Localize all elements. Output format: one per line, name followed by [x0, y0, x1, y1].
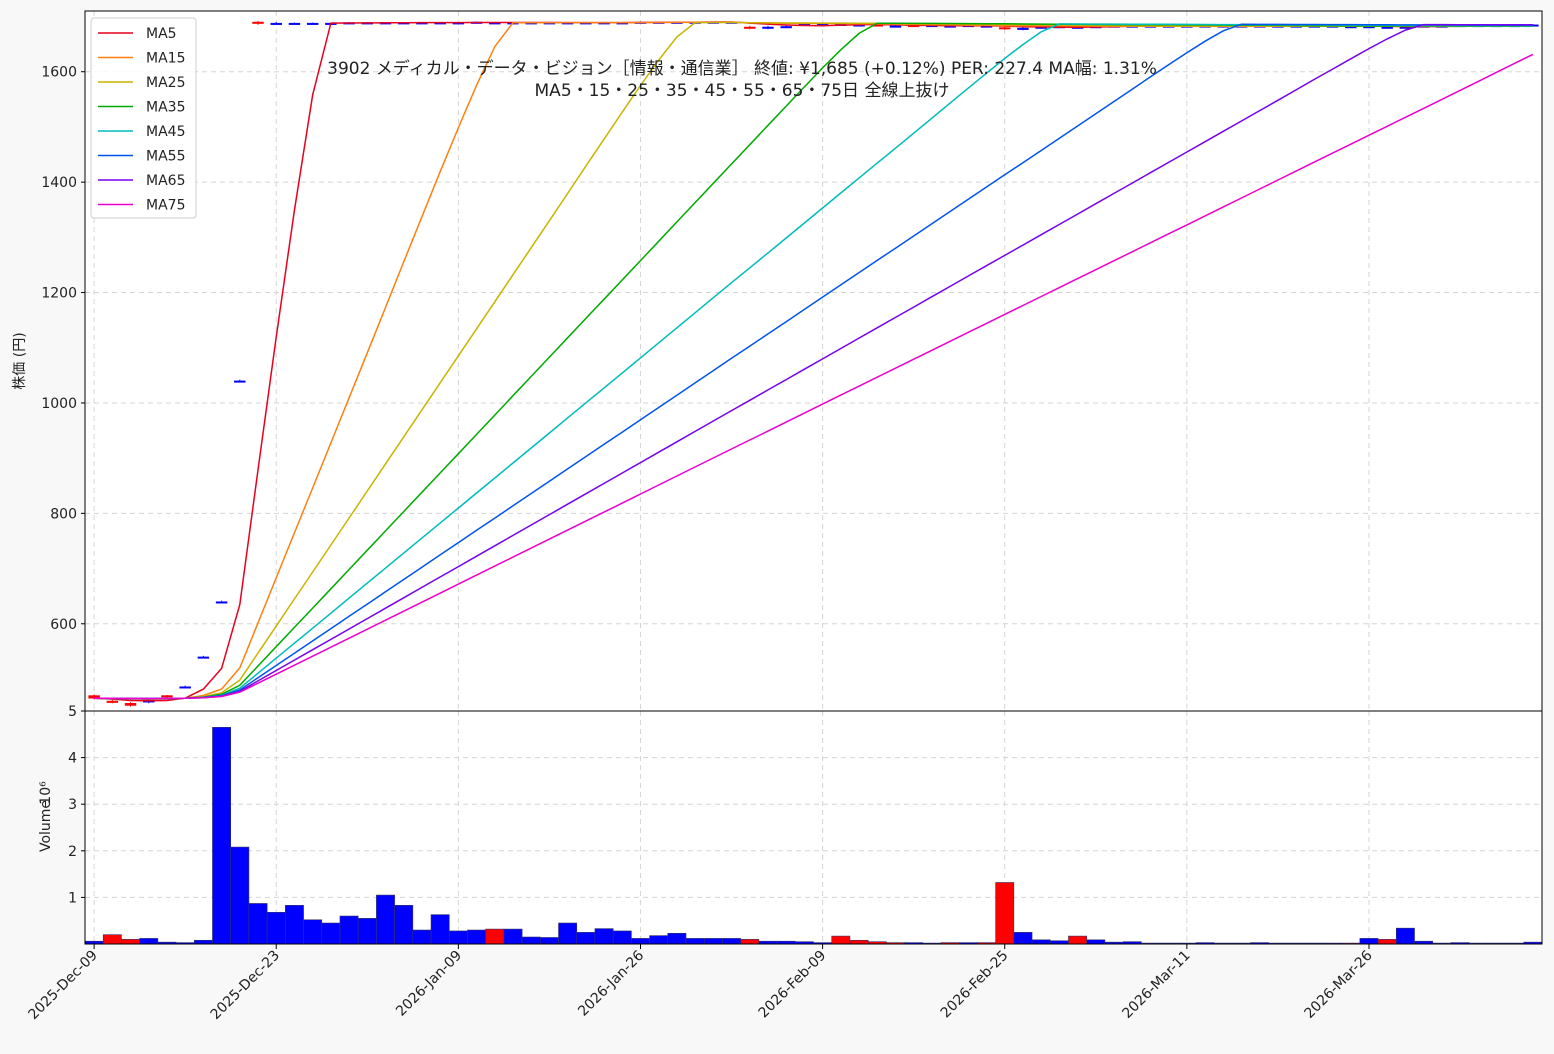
volume-tick-label: 4 — [68, 751, 77, 767]
volume-bar — [1068, 935, 1087, 945]
candle-body — [197, 656, 210, 659]
volume-tick-label: 2 — [68, 844, 77, 860]
chart-legend: MA5 MA15 MA25 MA35 MA45 MA55 MA65 MA75 — [90, 17, 197, 219]
volume-bar — [230, 846, 250, 945]
candle-body — [1017, 27, 1029, 30]
volume-bar — [1013, 932, 1033, 945]
candle-body — [780, 26, 792, 29]
candle-body — [762, 26, 774, 29]
volume-bar — [102, 934, 122, 945]
volume-bar — [212, 727, 232, 945]
volume-tick-label: 5 — [68, 704, 77, 720]
volume-bar — [1377, 939, 1397, 945]
volume-panel-frame — [84, 710, 1543, 945]
volume-bar — [303, 919, 323, 945]
price-tick-label: 1000 — [41, 396, 77, 412]
ma75-line — [94, 53, 1534, 700]
price-tick-label: 1200 — [41, 286, 77, 302]
volume-bar — [485, 928, 505, 945]
price-panel — [85, 11, 1542, 711]
price-tick-label: 800 — [50, 506, 77, 522]
candle-body — [306, 22, 319, 25]
volume-bar — [831, 935, 851, 945]
volume-bar — [1359, 938, 1379, 945]
candle-body — [889, 25, 902, 28]
volume-bar — [376, 894, 395, 945]
volume-bar — [357, 918, 377, 945]
legend-label: MA45 — [146, 124, 185, 140]
volume-bar — [266, 912, 286, 945]
volume-bar — [740, 939, 760, 945]
volume-bar — [503, 928, 523, 945]
candle-body — [1381, 26, 1393, 29]
candle-body — [252, 21, 264, 24]
volume-unit-label: 10⁶ — [38, 781, 54, 805]
volume-bar — [722, 938, 741, 945]
volume-bar — [558, 922, 578, 945]
ma55-line — [94, 23, 1533, 700]
grid-lines — [85, 11, 1542, 944]
volume-bar — [849, 939, 869, 945]
volume-bar — [339, 915, 359, 945]
volume-tick-label: 1 — [68, 890, 77, 906]
candle-body — [124, 703, 137, 706]
volume-bar — [121, 939, 140, 945]
volume-bar — [467, 929, 486, 945]
legend-label: MA15 — [146, 51, 185, 67]
volume-bar — [430, 914, 450, 945]
candle-body — [999, 27, 1011, 30]
volume-bar — [576, 932, 596, 945]
volume-tick-label: 3 — [68, 797, 77, 813]
candle-body — [288, 22, 301, 25]
volume-bar — [667, 932, 687, 945]
volume-bar — [995, 882, 1015, 945]
legend-label: MA5 — [146, 26, 177, 42]
volume-bar — [594, 928, 614, 945]
volume-bar — [631, 938, 650, 945]
candle-body — [215, 601, 228, 604]
chart-title-line1: 3902 メディカル・データ・ビジョン［情報・通信業］ 終値: ¥1,685 (… — [327, 58, 1157, 79]
moving-average-lines — [94, 21, 1534, 702]
legend-label: MA75 — [146, 198, 185, 214]
legend-label: MA65 — [146, 173, 185, 189]
ma65-line — [94, 23, 1533, 700]
chart-title-line2: MA5・15・25・35・45・55・65・75日 全線上抜け — [535, 81, 950, 101]
candle-body — [270, 22, 282, 25]
volume-axis-label: Volume — [38, 800, 54, 852]
volume-bar — [193, 939, 213, 945]
volume-bar — [612, 930, 632, 945]
volume-bar — [685, 938, 705, 945]
volume-bar — [1086, 939, 1106, 945]
price-tick-label: 1400 — [41, 175, 77, 191]
candle-body — [179, 686, 191, 689]
volume-bar — [412, 929, 432, 945]
volume-bar — [394, 905, 414, 945]
legend-label: MA35 — [146, 100, 185, 116]
volume-bar — [1031, 939, 1051, 945]
candle-body — [106, 700, 119, 703]
volume-bar — [448, 930, 468, 945]
volume-bar — [321, 922, 341, 945]
price-axis-label: 株価 (円) — [12, 332, 28, 389]
price-tick-label: 600 — [50, 617, 77, 633]
candle-body — [234, 380, 246, 383]
price-tick-label: 1600 — [41, 65, 77, 81]
volume-bar — [649, 935, 669, 945]
volume-panel — [85, 711, 1542, 944]
volume-bar — [540, 937, 559, 945]
volume-bar — [1396, 927, 1415, 945]
volume-bar — [703, 938, 723, 945]
volume-bar — [248, 903, 268, 945]
legend-label: MA25 — [146, 75, 185, 91]
volume-bar — [285, 905, 304, 945]
volume-bar — [521, 936, 541, 945]
candle-body — [744, 26, 756, 29]
candle-body — [161, 695, 173, 698]
legend-label: MA55 — [146, 149, 185, 165]
volume-bar — [139, 938, 159, 945]
